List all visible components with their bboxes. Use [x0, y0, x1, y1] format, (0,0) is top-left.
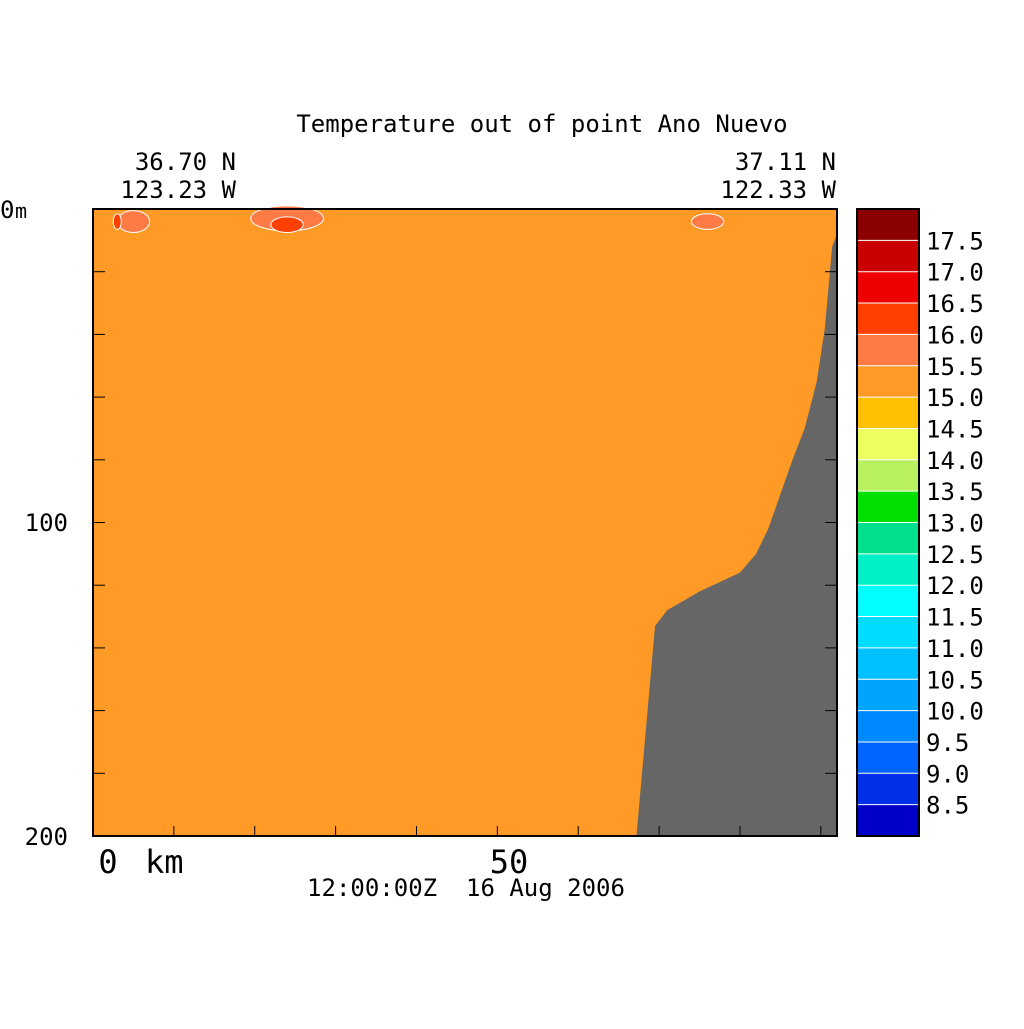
warm-patch-3 — [112, 213, 122, 230]
colorbar-swatch — [857, 334, 919, 367]
colorbar-swatch — [857, 679, 919, 712]
seafloor-bathymetry — [636, 234, 837, 836]
colorbar-label: 10.5 — [926, 666, 984, 694]
x-tick-label-0: 0 — [98, 843, 117, 881]
colorbar-swatch — [857, 459, 919, 492]
colorbar-label: 13.5 — [926, 478, 984, 506]
colorbar-swatch — [857, 804, 919, 837]
chart-title: Temperature out of point Ano Nuevo — [296, 110, 787, 138]
colorbar-label: 15.0 — [926, 384, 984, 412]
colorbar-swatch — [857, 553, 919, 586]
warm-patch-0 — [116, 210, 151, 234]
timestamp: 12:00:00Z 16 Aug 2006 — [307, 874, 625, 902]
colorbar-swatch — [857, 209, 919, 241]
colorbar-label: 10.0 — [926, 698, 984, 726]
x-tick-label-50: 50 — [490, 843, 529, 881]
seafloor-shape — [636, 234, 837, 836]
colorbar-swatch — [857, 271, 919, 304]
colorbar-swatch — [857, 491, 919, 523]
colorbar-label: 11.5 — [926, 604, 984, 632]
colorbar-swatch — [857, 365, 919, 398]
end-longitude: 122.33 W — [720, 176, 836, 204]
y-tick-label-100: 100 — [25, 509, 68, 537]
colorbar-frame — [856, 208, 920, 837]
warm-patch-4 — [690, 213, 725, 230]
colorbar-swatch — [857, 303, 919, 335]
colorbar-label: 17.5 — [926, 227, 984, 255]
colorbar-label: 15.5 — [926, 353, 984, 381]
colorbar-label: 14.5 — [926, 415, 984, 443]
colorbar-swatch — [857, 522, 919, 555]
colorbar-swatch — [857, 616, 919, 649]
colorbar-swatch — [857, 397, 919, 429]
colorbar-label: 16.0 — [926, 321, 984, 349]
colorbar-label: 17.0 — [926, 259, 984, 287]
colorbar-label: 8.5 — [926, 792, 969, 820]
svg-text:m: m — [15, 199, 27, 223]
colorbar-swatch — [857, 585, 919, 618]
svg-text:0: 0 — [0, 196, 14, 224]
colorbar-label: 9.5 — [926, 729, 969, 757]
colorbar-label: 16.5 — [926, 290, 984, 318]
colorbar-swatch — [857, 428, 919, 461]
axis-ticks — [93, 208, 837, 837]
start-longitude: 123.23 W — [120, 176, 236, 204]
start-latitude: 36.70 N — [135, 148, 236, 176]
colorbar-label: 11.0 — [926, 635, 984, 663]
colorbar-swatch — [857, 773, 919, 806]
colorbar: 17.5 17.0 16.5 16.0 15.5 15.0 14.5 14.0 13.5 13.0… — [856, 208, 984, 837]
end-latitude: 37.11 N — [735, 148, 836, 176]
x-axis-unit: km — [145, 843, 184, 881]
colorbar-label: 12.5 — [926, 541, 984, 569]
colorbar-swatch — [857, 240, 919, 273]
colorbar-swatch — [857, 741, 919, 774]
colorbar-swatch — [857, 647, 919, 680]
colorbar-label: 9.0 — [926, 760, 969, 788]
y-tick-label-0: 0 m — [0, 196, 27, 224]
colorbar-label: 12.0 — [926, 572, 984, 600]
y-tick-label-200: 200 — [25, 823, 68, 851]
colorbar-label: 14.0 — [926, 447, 984, 475]
warm-patch-2 — [270, 216, 304, 234]
colorbar-label: 13.0 — [926, 510, 984, 538]
colorbar-swatch — [857, 710, 919, 743]
